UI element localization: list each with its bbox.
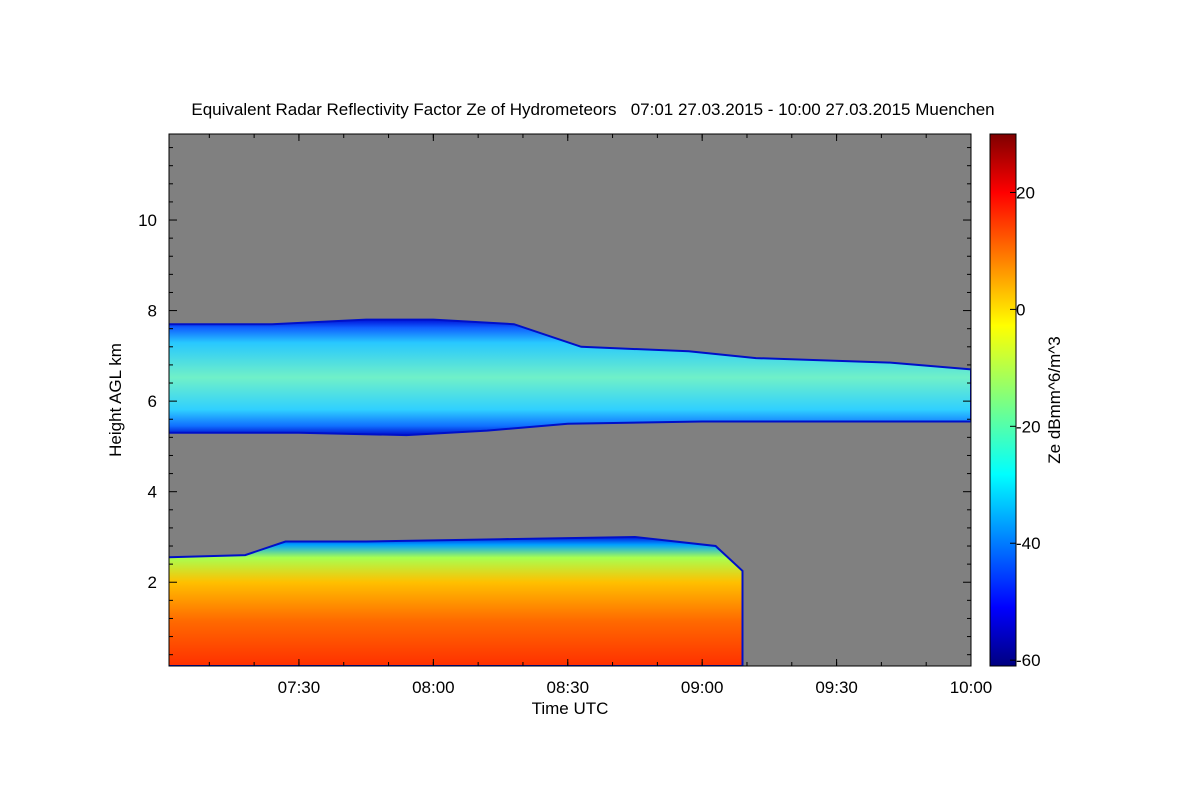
y-tick-label: 4 xyxy=(148,483,157,502)
y-tick-label: 8 xyxy=(148,302,157,321)
x-tick-label: 09:00 xyxy=(681,678,724,697)
y-tick-label: 6 xyxy=(148,392,157,411)
plot-area: 07:30 08:00 08:30 09:00 09:30 10:00 2 4 6 8 10 xyxy=(138,133,993,697)
colorbar-label: Ze dBmm^6/m^3 xyxy=(1045,336,1064,463)
colorbar-tick-label: 0 xyxy=(1016,300,1025,319)
x-tick-label: 09:30 xyxy=(815,678,858,697)
x-tick-label: 08:00 xyxy=(412,678,455,697)
x-tick-label: 07:30 xyxy=(278,678,321,697)
lower-precipitation-layer xyxy=(169,535,744,666)
y-tick-label: 2 xyxy=(148,573,157,592)
colorbar-tick-label: -20 xyxy=(1016,417,1041,436)
x-tick-label: 08:30 xyxy=(546,678,589,697)
colorbar-tick-label: -60 xyxy=(1016,651,1041,670)
colorbar-gradient xyxy=(989,133,1017,667)
x-axis-label: Time UTC xyxy=(532,699,609,718)
x-tick-label: 10:00 xyxy=(950,678,993,697)
upper-cloud-layer xyxy=(169,318,971,437)
chart-title: Equivalent Radar Reflectivity Factor Ze … xyxy=(191,100,994,119)
y-axis-label: Height AGL km xyxy=(106,343,125,457)
colorbar-tick-label: 20 xyxy=(1016,183,1035,202)
y-tick-label: 10 xyxy=(138,211,157,230)
colorbar-tick-label: -40 xyxy=(1016,534,1041,553)
plot-frame xyxy=(168,133,972,667)
colorbar: 20 0 -20 -40 -60 Ze dBmm^6/m^3 xyxy=(989,133,1064,670)
